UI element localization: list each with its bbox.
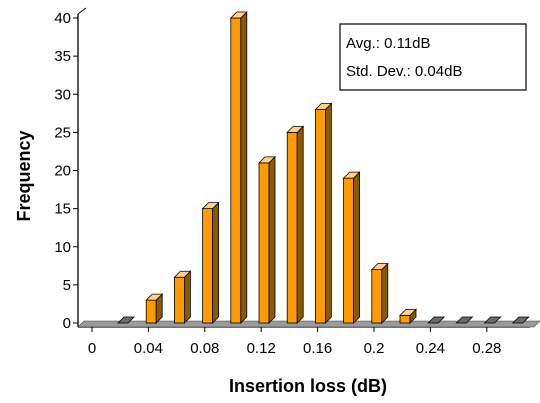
- bar-top-face: [399, 308, 417, 316]
- histogram-bar: [455, 316, 474, 324]
- x-tick-label: 0.2: [364, 340, 385, 357]
- bar-front-face: [230, 17, 242, 324]
- histogram-bar: [229, 11, 248, 324]
- bar-front-face: [314, 109, 326, 324]
- bar-front-face: [371, 269, 383, 324]
- bars: [117, 11, 530, 324]
- x-tick-label: 0.24: [416, 340, 445, 357]
- histogram-bar: [427, 316, 446, 324]
- x-axis-title: Insertion loss (dB): [229, 376, 387, 396]
- x-tick-label: 0.12: [247, 340, 276, 357]
- y-tick-label: 30: [54, 86, 71, 103]
- bar-top-face: [370, 263, 389, 271]
- std-dev-annotation: Std. Dev.: 0.04dB: [346, 63, 462, 80]
- x-tick-label: 0.28: [472, 340, 501, 357]
- y-tick-labels: 0 5 10 15 20 25 30 35 40: [54, 10, 78, 332]
- chart-floor: [77, 320, 540, 328]
- bar-side-face: [381, 262, 389, 324]
- x-tick-labels: 0 0.04 0.08 0.12 0.16 0.2 0.24 0.28: [88, 327, 501, 357]
- bar-front-face: [399, 314, 411, 324]
- bar-side-face: [240, 11, 248, 324]
- bar-zero-cap: [511, 316, 530, 324]
- histogram-bar: [511, 316, 530, 324]
- bar-front-face: [173, 276, 185, 324]
- average-annotation: Avg.: 0.11dB: [346, 35, 431, 52]
- bar-front-face: [202, 208, 214, 324]
- bar-front-face: [286, 131, 298, 324]
- y-tick-label: 25: [54, 124, 71, 141]
- y-tick-label: 40: [54, 10, 71, 27]
- histogram-bar: [483, 316, 502, 324]
- bar-top-face: [314, 103, 333, 110]
- y-tick-label: 0: [63, 315, 71, 332]
- histogram-bar: [145, 293, 164, 324]
- y-tick-label: 15: [54, 201, 71, 218]
- bar-zero-cap: [483, 316, 502, 324]
- bar-zero-cap: [117, 316, 135, 324]
- bar-top-face: [173, 270, 192, 278]
- y-tick-label: 35: [54, 48, 71, 65]
- bar-front-face: [343, 177, 355, 324]
- bar-top-face: [286, 125, 305, 133]
- stats-annotation-box: Avg.: 0.11dB Std. Dev.: 0.04dB: [339, 23, 527, 91]
- x-tick-label: 0.08: [190, 340, 219, 357]
- bar-zero-cap: [455, 316, 474, 324]
- bar-side-face: [296, 125, 304, 324]
- y-axis-title: Frequency: [14, 130, 34, 221]
- y-tick-label: 10: [54, 239, 71, 256]
- histogram-bar: [399, 308, 417, 324]
- bar-top-face: [258, 156, 276, 164]
- bar-top-face: [229, 11, 248, 19]
- histogram-bar: [117, 316, 135, 324]
- bar-zero-cap: [427, 316, 446, 324]
- bar-top-face: [201, 202, 220, 210]
- floor-strip: [77, 320, 540, 328]
- histogram-bar: [342, 171, 361, 324]
- bar-front-face: [145, 299, 157, 324]
- histogram-bar: [370, 262, 389, 324]
- bar-side-face: [268, 155, 276, 324]
- bar-side-face: [324, 102, 332, 324]
- bar-front-face: [258, 162, 270, 324]
- histogram-bar: [173, 270, 192, 324]
- bar-top-face: [145, 293, 164, 301]
- bar-top-face: [342, 171, 361, 179]
- x-tick-label: 0.16: [303, 340, 332, 357]
- x-tick-label: 0: [88, 340, 96, 357]
- bar-side-face: [353, 171, 361, 324]
- histogram-bar: [314, 102, 333, 324]
- y-tick-label: 20: [54, 163, 71, 180]
- histogram-bar: [286, 125, 305, 324]
- bar-side-face: [212, 201, 220, 324]
- histogram-bar: [201, 201, 220, 324]
- x-tick-label: 0.04: [134, 340, 163, 357]
- bar-side-face: [183, 270, 191, 324]
- axis-back-edge: [77, 7, 87, 15]
- y-tick-label: 5: [63, 277, 71, 294]
- histogram-bar: [258, 155, 276, 324]
